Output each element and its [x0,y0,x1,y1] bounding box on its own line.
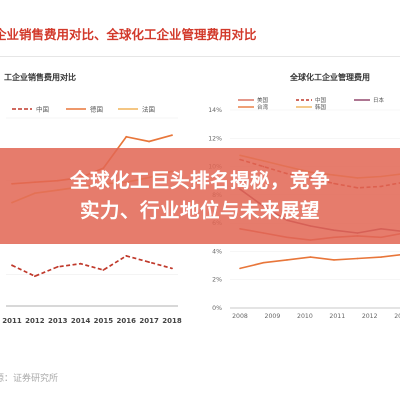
x-tick-label: 2013 [48,317,68,325]
data-point [148,140,151,143]
legend-label-series-2: 法国 [142,105,155,114]
y-tick-label: 4% [212,248,222,255]
data-point [56,265,59,268]
chart-title: 全球化工企业管理费用 [289,72,370,82]
x-tick-label: 2009 [265,313,281,320]
data-point [34,275,36,278]
headline-line-2: 实力、行业地位与未来展望 [79,199,320,222]
headline-line-1: 全球化工巨头排名揭秘，竞争 [69,169,330,192]
y-tick-label: 14% [208,107,222,114]
x-tick-label: 2012 [362,313,378,320]
x-tick-label: 2017 [139,317,159,325]
data-point [309,256,312,258]
legend-label-series-0: 中国 [36,105,49,114]
data-point [171,267,173,270]
data-point [79,262,82,265]
legend-label-series-3: 韩国 [315,103,327,111]
x-tick-label: 2010 [297,313,313,320]
data-point [11,264,13,267]
y-tick-label: 0% [212,305,222,312]
data-point [125,135,128,138]
data-point [380,256,382,258]
x-tick-label: 2016 [117,317,137,325]
data-point [356,257,359,260]
source-note: 来源：证券研究所 [0,374,59,384]
legend-label-series-1: 德国 [90,105,103,114]
series-line-series-0 [11,254,173,278]
legend-label-series-4: 日本 [373,96,385,104]
series-line-series-1 [239,254,400,270]
y-tick-label: 2% [212,277,222,284]
data-point [171,134,173,137]
data-point [102,269,105,271]
x-tick-label: 2015 [94,317,114,325]
x-tick-label: 2018 [162,317,182,325]
legend-label-series-2: 中国 [315,96,327,104]
y-tick-label: 12% [208,135,222,142]
x-tick-label: 2011 [2,317,22,325]
data-point [286,259,288,261]
headline-banner: 全球化工巨头排名揭秘，竞争 实力、行业地位与未来展望 [0,148,400,244]
x-tick-label: 2008 [232,313,248,320]
page-title: 企业销售费用对比、全球化工企业管理费用对比 [0,27,257,42]
x-tick-label: 2011 [329,313,345,320]
x-tick-label: 2012 [25,317,45,325]
page-header: 企业销售费用对比、全球化工企业管理费用对比 [0,0,400,57]
chart-title: 工企业销售费用对比 [4,72,76,82]
data-point [262,261,265,264]
x-tick-label: 2014 [71,317,91,325]
legend-label-series-1: 台湾 [257,103,269,111]
data-point [125,255,128,257]
data-point [148,261,151,263]
x-tick-label: 2013 [394,313,400,320]
data-point [239,267,241,270]
data-point [333,259,335,261]
legend-label-series-0: 美国 [257,96,269,104]
